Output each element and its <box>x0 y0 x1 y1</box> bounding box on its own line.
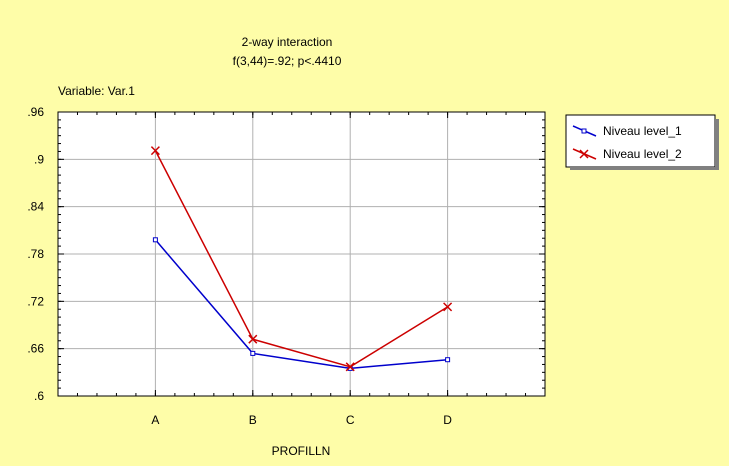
y-tick-label: .6 <box>34 389 44 403</box>
series-line-2 <box>154 150 448 368</box>
legend: Niveau level_1 Niveau level_2 <box>565 114 719 170</box>
x-tick-label: B <box>249 413 257 427</box>
y-tick-label: .9 <box>34 152 44 166</box>
series-group <box>150 146 453 372</box>
legend-label: Niveau level_2 <box>603 147 682 161</box>
x-tick-label: D <box>443 413 452 427</box>
legend-box <box>565 114 716 168</box>
legend-marker <box>581 128 587 134</box>
x-tick-label: A <box>151 413 159 427</box>
chart-title: 2-way interaction <box>242 35 333 49</box>
x-tick-label: C <box>346 413 355 427</box>
y-tick-label: .84 <box>27 200 44 214</box>
data-point-series-1 <box>250 350 256 356</box>
data-point-series-2 <box>443 302 453 312</box>
data-point-series-1 <box>152 237 158 243</box>
y-tick-label: .66 <box>27 342 44 356</box>
series-line-1 <box>154 239 448 370</box>
chart-subtitle: f(3,44)=.92; p<.4410 <box>233 54 342 68</box>
legend-marker <box>579 149 589 159</box>
legend-label: Niveau level_1 <box>603 124 682 138</box>
tick-labels: .6 .66 .72 .78 .84 .9 .96 A B C D <box>27 105 452 427</box>
variable-label: Variable: Var.1 <box>58 84 135 98</box>
data-point-series-1 <box>445 357 451 363</box>
y-tick-label: .78 <box>27 247 44 261</box>
data-point-series-2 <box>248 334 258 344</box>
gridlines <box>58 112 545 396</box>
data-point-series-2 <box>345 362 355 372</box>
y-tick-label: .72 <box>27 294 44 308</box>
data-point-series-2 <box>150 146 160 156</box>
y-tick-label: .96 <box>27 105 44 119</box>
legend-box-shadow-side <box>715 119 719 170</box>
axis-ticks <box>58 111 545 397</box>
legend-box-shadow <box>570 167 719 170</box>
x-axis-title: PROFILLN <box>272 444 331 458</box>
